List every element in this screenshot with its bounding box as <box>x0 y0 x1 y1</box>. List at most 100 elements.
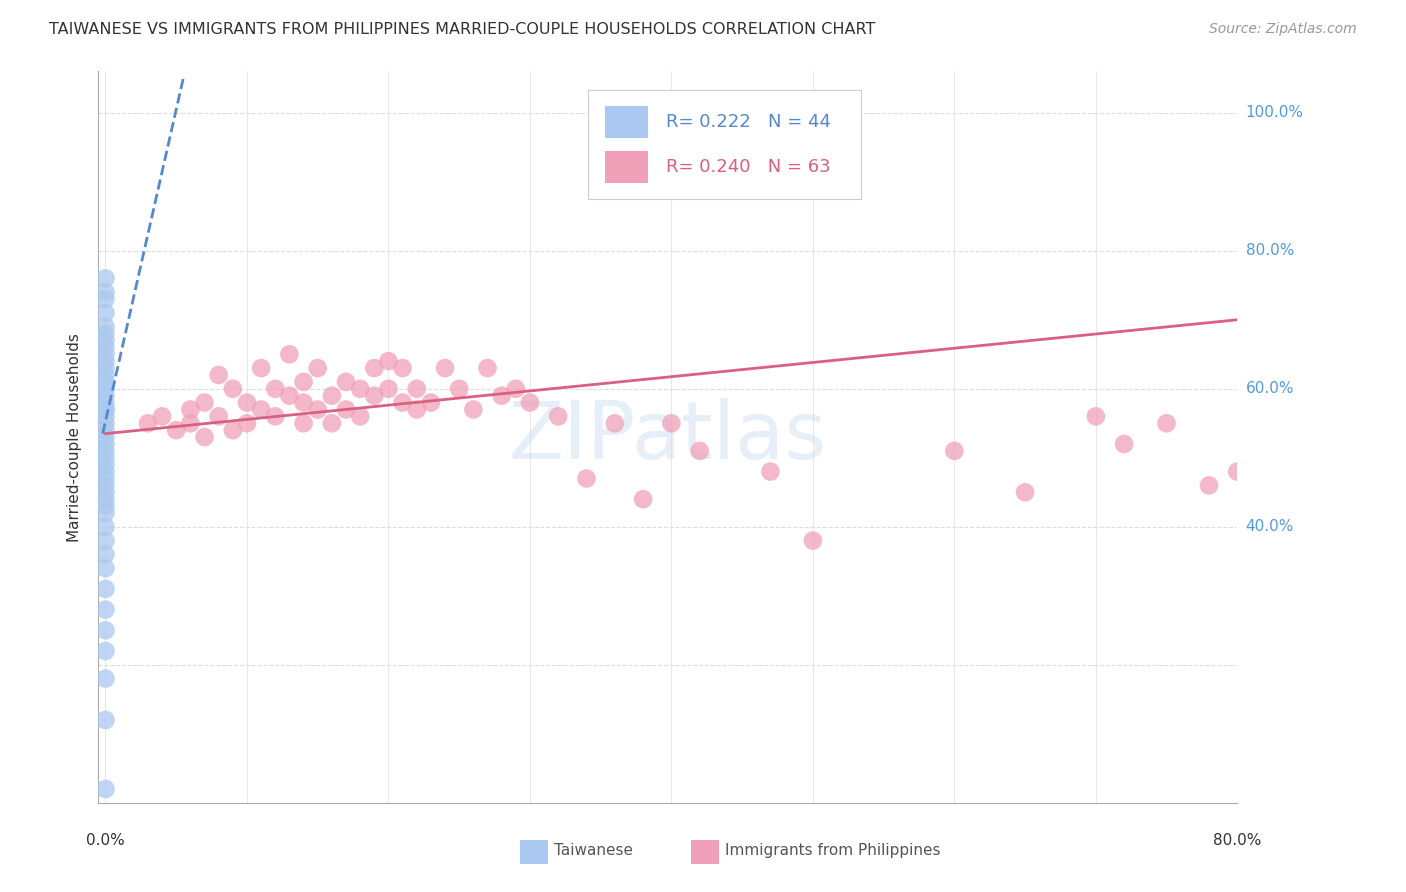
Point <box>94 417 117 431</box>
Point <box>1156 417 1178 431</box>
Point <box>307 402 329 417</box>
Point <box>94 471 117 485</box>
Point <box>94 319 117 334</box>
Point <box>335 375 357 389</box>
Text: R= 0.222   N = 44: R= 0.222 N = 44 <box>665 113 831 131</box>
Point <box>405 402 427 417</box>
Point <box>208 368 231 382</box>
Point <box>94 368 117 382</box>
Point <box>94 465 117 479</box>
Point <box>94 389 117 403</box>
Point <box>321 417 343 431</box>
Point <box>94 437 117 451</box>
Point <box>349 382 371 396</box>
Point <box>94 644 117 658</box>
Point <box>264 382 287 396</box>
Point <box>463 402 485 417</box>
Point <box>94 499 117 513</box>
Text: 0.0%: 0.0% <box>86 833 125 848</box>
Point <box>94 285 117 300</box>
Point <box>94 347 117 361</box>
Text: 40.0%: 40.0% <box>1246 519 1294 534</box>
Point <box>136 417 159 431</box>
Point <box>1014 485 1036 500</box>
Bar <box>520 840 548 863</box>
Point <box>222 382 245 396</box>
Point <box>449 382 471 396</box>
Point <box>208 409 231 424</box>
Point <box>94 382 117 396</box>
Point <box>377 382 399 396</box>
Text: 80.0%: 80.0% <box>1246 244 1294 259</box>
Point <box>1254 105 1277 120</box>
Point <box>661 417 683 431</box>
Point <box>477 361 499 376</box>
Point <box>575 471 598 485</box>
Point <box>94 492 117 507</box>
Point <box>94 506 117 520</box>
Point <box>94 375 117 389</box>
Text: 80.0%: 80.0% <box>1213 833 1261 848</box>
Point <box>335 402 357 417</box>
Point <box>94 292 117 306</box>
Point <box>179 417 201 431</box>
Point <box>94 782 117 797</box>
Point <box>94 271 117 285</box>
Point <box>1296 223 1319 237</box>
Point <box>377 354 399 368</box>
Point <box>434 361 457 376</box>
Point <box>94 520 117 534</box>
Bar <box>690 840 718 863</box>
Point <box>150 409 173 424</box>
Point <box>94 354 117 368</box>
Point <box>94 443 117 458</box>
Point <box>94 340 117 354</box>
Point <box>94 430 117 444</box>
Point <box>94 602 117 616</box>
Point <box>94 533 117 548</box>
Point <box>603 417 626 431</box>
Bar <box>605 105 648 138</box>
Point <box>391 395 413 409</box>
Point <box>94 402 117 417</box>
Point <box>94 306 117 320</box>
Text: ZIPatlas: ZIPatlas <box>509 398 827 476</box>
Point <box>193 395 215 409</box>
Point <box>801 533 824 548</box>
Point <box>94 672 117 686</box>
Point <box>94 326 117 341</box>
Point <box>405 382 427 396</box>
Point <box>94 402 117 417</box>
Point <box>250 402 273 417</box>
Point <box>363 389 385 403</box>
Point <box>264 409 287 424</box>
Point <box>689 443 711 458</box>
Point <box>278 389 301 403</box>
Point <box>179 402 201 417</box>
Point <box>94 361 117 376</box>
Point <box>943 443 966 458</box>
Point <box>193 430 215 444</box>
Point <box>94 561 117 575</box>
Point <box>94 478 117 492</box>
Text: R= 0.240   N = 63: R= 0.240 N = 63 <box>665 158 830 176</box>
Point <box>1198 478 1220 492</box>
Point <box>505 382 527 396</box>
Point <box>759 465 782 479</box>
Point <box>491 389 513 403</box>
Point <box>547 409 569 424</box>
Point <box>236 395 259 409</box>
Point <box>321 389 343 403</box>
Point <box>363 361 385 376</box>
Point <box>94 548 117 562</box>
Text: Immigrants from Philippines: Immigrants from Philippines <box>725 843 941 858</box>
Point <box>292 395 315 409</box>
Point <box>94 409 117 424</box>
FancyBboxPatch shape <box>588 90 862 200</box>
Point <box>94 423 117 437</box>
Point <box>349 409 371 424</box>
Point <box>1114 437 1136 451</box>
Point <box>1084 409 1107 424</box>
Y-axis label: Married-couple Households: Married-couple Households <box>67 333 83 541</box>
Text: TAIWANESE VS IMMIGRANTS FROM PHILIPPINES MARRIED-COUPLE HOUSEHOLDS CORRELATION C: TAIWANESE VS IMMIGRANTS FROM PHILIPPINES… <box>49 22 876 37</box>
